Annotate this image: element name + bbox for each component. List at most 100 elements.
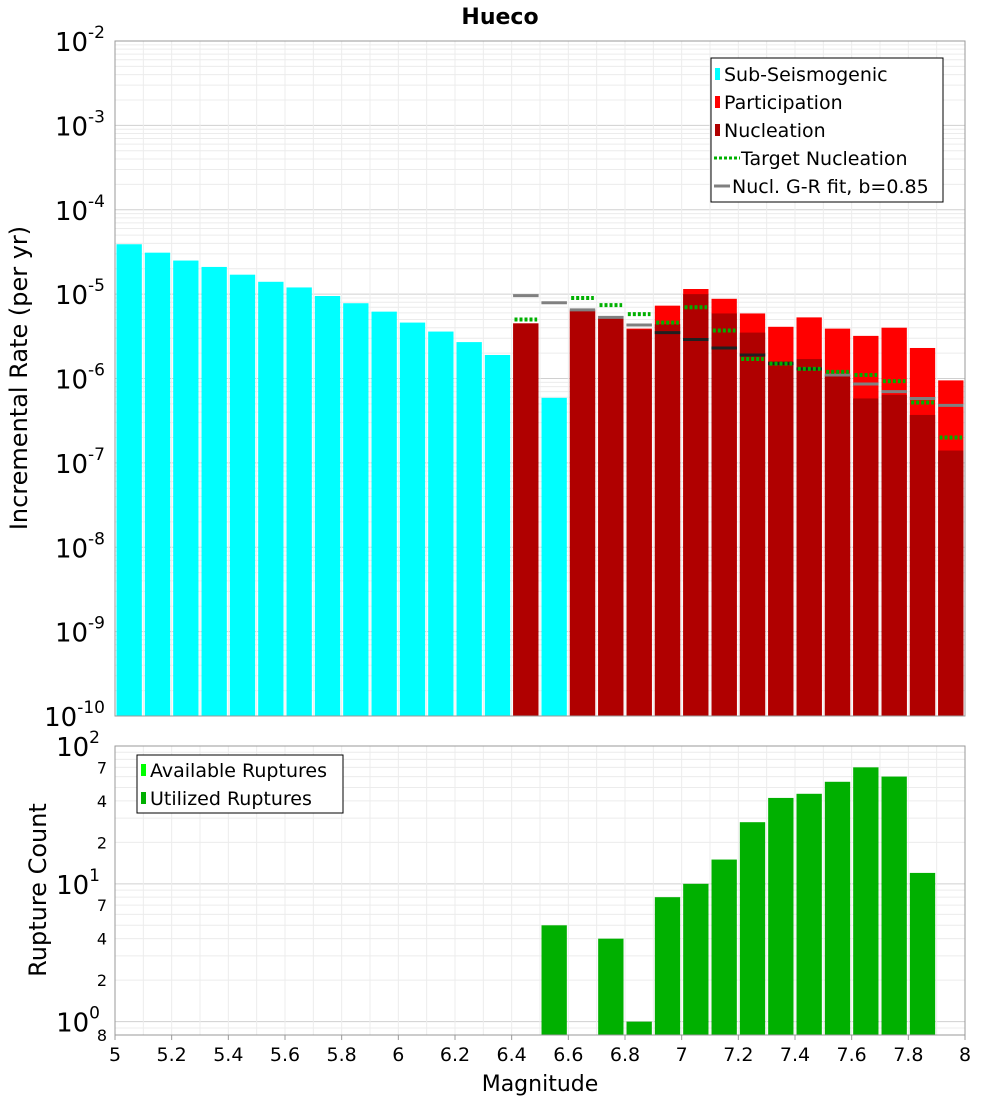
nucleation-bar (513, 323, 539, 716)
bottom-y-axis-label: Rupture Count (24, 803, 52, 977)
x-tick-label: 7 (676, 1044, 688, 1066)
top-y-tick-base: 10 (55, 450, 88, 480)
x-tick-label: 7.8 (893, 1044, 923, 1066)
utilized-ruptures-bar (768, 797, 794, 1035)
x-axis: 5 5.2 5.4 5.6 5.8 6 6.2 6.4 6.6 6.8 7 7.2 7.4 7.6 7.8 8 (109, 1035, 971, 1066)
sub-seismogenic-bar (371, 311, 397, 716)
top-legend-label: Nucl. G-R fit, b=0.85 (732, 176, 929, 198)
sub-seismogenic-bar (258, 281, 284, 716)
x-tick-label: 6.8 (610, 1044, 640, 1066)
top-y-tick-label: 10-7 (55, 445, 105, 480)
bottom-legend-label: Available Ruptures (150, 760, 327, 782)
bottom-plot-frame (114, 745, 966, 1036)
sub-seismogenic-bar (201, 266, 227, 716)
utilized-ruptures-bar (881, 776, 907, 1035)
utilized-ruptures-bar (598, 938, 624, 1035)
top-y-tick-base: 10 (55, 28, 88, 58)
top-markers (513, 294, 964, 440)
sub-seismogenic-bar (343, 303, 369, 716)
top-y-tick-exp: -4 (88, 192, 105, 212)
sub-seismogenic-bar (144, 252, 171, 716)
bottom-y-minor-tick-label: 8 (97, 1026, 107, 1045)
top-y-tick-label: 10-4 (55, 192, 105, 227)
top-y-tick-label: 10-2 (55, 23, 105, 58)
x-tick-label: 7.2 (723, 1044, 753, 1066)
x-tick-label: 5.4 (213, 1044, 243, 1066)
top-legend-label: Participation (724, 92, 843, 114)
top-y-tick-exp: -3 (88, 107, 105, 127)
sub-seismogenic-bar (116, 244, 142, 717)
top-y-tick-exp: -2 (88, 23, 105, 43)
top-y-tick-base: 10 (44, 703, 77, 733)
bottom-y-minor-tick-label: 2 (97, 833, 107, 852)
nucleation-bar (909, 414, 936, 716)
top-bars (116, 244, 964, 717)
top-plot-frame (114, 40, 966, 717)
x-tick-label: 5.8 (327, 1044, 357, 1066)
nucleation-bar (569, 311, 596, 716)
nucleation-bar (768, 361, 794, 716)
bottom-bars (541, 767, 936, 1035)
legend-swatch-bar (715, 124, 720, 136)
utilized-ruptures-bar (853, 767, 879, 1035)
utilized-ruptures-bar (541, 925, 567, 1035)
bottom-legend-box (136, 754, 344, 814)
utilized-ruptures-bar (824, 781, 851, 1035)
sub-seismogenic-bar (286, 287, 312, 716)
bottom-y-decade-exp: 0 (89, 1004, 100, 1024)
bottom-y-decade-exp: 2 (89, 728, 100, 748)
bottom-legend-label: Utilized Ruptures (150, 788, 312, 810)
bottom-y-decade-base: 10 (56, 1009, 89, 1039)
top-y-tick-exp: -5 (88, 276, 105, 296)
top-y-tick-base: 10 (55, 366, 88, 396)
bottom-y-minor-tick-label: 7 (97, 896, 107, 915)
top-legend-label: Target Nucleation (740, 148, 908, 170)
sub-seismogenic-bar (399, 322, 426, 716)
top-y-tick-exp: -10 (77, 698, 105, 718)
bottom-y-decade-base: 10 (56, 871, 89, 901)
bottom-y-minor-tick-label: 7 (97, 758, 107, 777)
nucleation-bar (881, 394, 907, 716)
sub-seismogenic-bar (428, 331, 454, 716)
top-y-tick-label: 10-3 (55, 107, 105, 142)
x-tick-label: 6.6 (553, 1044, 583, 1066)
top-y-tick-exp: -6 (88, 361, 105, 381)
x-tick-label: 6 (392, 1044, 404, 1066)
nucleation-bar (711, 313, 737, 716)
x-tick-label: 8 (959, 1044, 971, 1066)
bottom-legend: Available Ruptures Utilized Ruptures (136, 754, 344, 814)
nucleation-bar (938, 450, 964, 716)
x-tick-label: 6.2 (440, 1044, 470, 1066)
sub-seismogenic-bar (541, 397, 567, 716)
sub-seismogenic-bar (314, 296, 341, 716)
nucleation-bar (598, 318, 624, 716)
top-y-tick-exp: -9 (88, 614, 105, 634)
x-tick-label: 5 (109, 1044, 121, 1066)
top-y-tick-base: 10 (55, 281, 88, 311)
utilized-ruptures-bar (909, 872, 936, 1035)
top-y-tick-base: 10 (55, 197, 88, 227)
bottom-y-decade-label: 100 (56, 1004, 100, 1039)
bottom-y-decade-label: 101 (56, 866, 100, 901)
x-tick-label: 7.4 (780, 1044, 810, 1066)
nucleation-bar (796, 359, 822, 716)
legend-swatch-bar (715, 68, 720, 80)
top-legend-label: Nucleation (724, 120, 826, 142)
top-y-tick-base: 10 (55, 534, 88, 564)
bottom-y-minor-tick-label: 4 (97, 792, 107, 811)
top-y-tick-exp: -7 (88, 445, 105, 465)
nucleation-bar (626, 329, 652, 716)
bottom-y-decade-base: 10 (56, 733, 89, 763)
bottom-grid (114, 745, 966, 1036)
nucleation-bar (654, 324, 681, 716)
top-y-axis: 10-210-310-410-510-610-710-810-910-10 (44, 23, 105, 733)
x-tick-label: 6.4 (497, 1044, 527, 1066)
x-tick-label: 5.2 (157, 1044, 187, 1066)
top-panel: 10-210-310-410-510-610-710-810-910-10 In… (5, 23, 966, 733)
top-legend-label: Sub-Seismogenic (724, 64, 888, 86)
bottom-y-decade-label: 102 (56, 728, 100, 763)
bottom-y-decade-exp: 1 (89, 866, 100, 886)
